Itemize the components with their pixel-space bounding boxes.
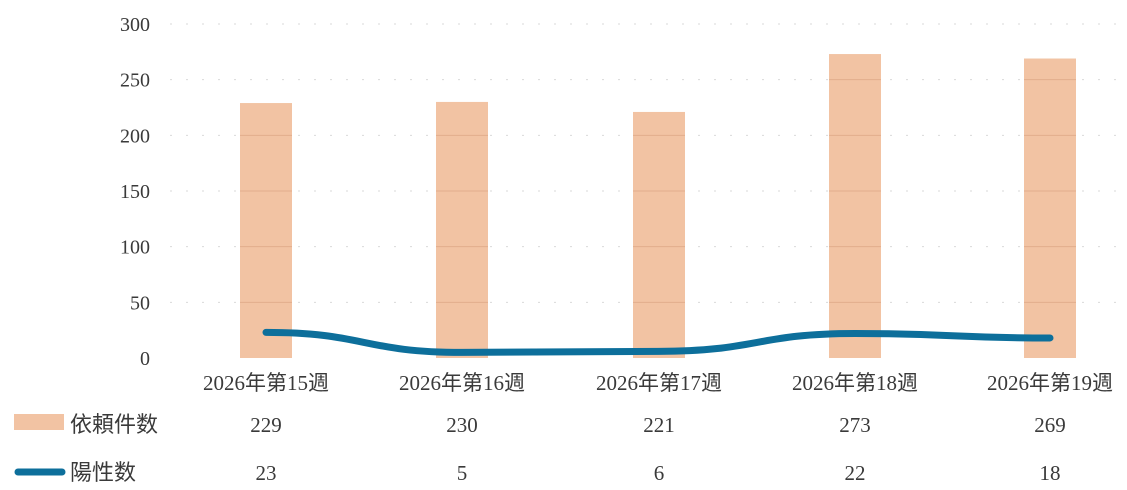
- table-value-positives: 22: [845, 461, 866, 485]
- table-value-requests: 221: [643, 413, 675, 437]
- y-tick-label: 300: [120, 14, 150, 36]
- table-value-requests: 230: [446, 413, 478, 437]
- bar: [829, 54, 881, 359]
- legend-label-requests: 依頼件数: [70, 412, 158, 437]
- bar: [436, 101, 488, 358]
- table-value-positives: 6: [654, 461, 665, 485]
- y-tick-label: 50: [130, 292, 150, 314]
- table-value-positives: 18: [1040, 461, 1061, 485]
- x-category-label: 2026年第19週: [987, 371, 1113, 395]
- y-tick-label: 100: [120, 237, 150, 259]
- y-tick-label: 150: [120, 181, 150, 203]
- bar: [633, 111, 685, 358]
- bar: [240, 103, 292, 359]
- legend-label-positives: 陽性数: [70, 460, 136, 485]
- y-axis: 0 50 100 150 200 250 300: [120, 14, 150, 370]
- bar: [1024, 58, 1076, 358]
- x-category-label: 2026年第17週: [596, 371, 722, 395]
- x-category-label: 2026年第18週: [792, 371, 918, 395]
- x-axis: 2026年第15週 2026年第16週 2026年第17週 2026年第18週 2026…: [203, 371, 1113, 395]
- table-value-positives: 23: [256, 461, 277, 485]
- table-value-requests: 229: [250, 413, 282, 437]
- bar-series: [240, 54, 1076, 359]
- line-series: [262, 328, 1054, 356]
- y-tick-label: 200: [120, 125, 150, 147]
- x-category-label: 2026年第15週: [203, 371, 329, 395]
- legend-swatch-bar: [14, 414, 64, 430]
- table-value-requests: 269: [1034, 413, 1066, 437]
- y-tick-label: 250: [120, 70, 150, 92]
- x-category-label: 2026年第16週: [399, 371, 525, 395]
- table-value-positives: 5: [457, 461, 468, 485]
- y-tick-label: 0: [140, 348, 150, 370]
- table-value-requests: 273: [839, 413, 871, 437]
